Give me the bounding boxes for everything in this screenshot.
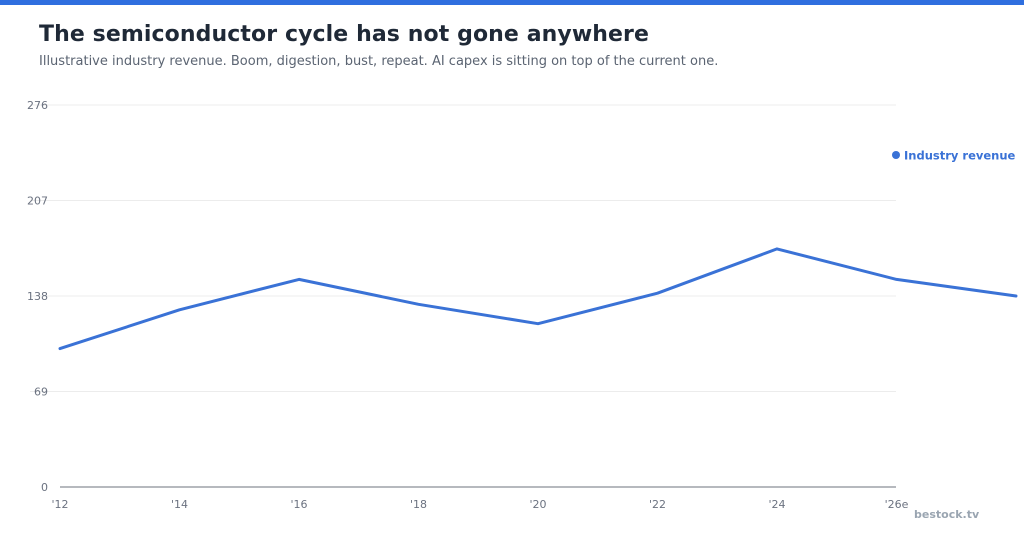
x-tick-label: '20	[529, 498, 546, 511]
legend-label: Industry revenue	[904, 149, 1016, 163]
data-point	[656, 292, 659, 295]
data-point	[417, 303, 420, 306]
data-point	[178, 308, 181, 311]
y-tick-label: 138	[27, 290, 48, 303]
x-tick-label: '16	[290, 498, 307, 511]
data-point	[537, 322, 540, 325]
data-point	[776, 247, 779, 250]
x-tick-label: '14	[171, 498, 188, 511]
legend-marker	[892, 151, 900, 159]
x-tick-label: '12	[51, 498, 68, 511]
data-point	[895, 278, 898, 281]
x-tick-label: '22	[649, 498, 666, 511]
x-tick-label: '24	[768, 498, 785, 511]
data-point	[298, 278, 301, 281]
y-tick-label: 207	[27, 195, 48, 208]
x-tick-label: '26e	[885, 498, 909, 511]
y-tick-label: 69	[34, 386, 48, 399]
watermark: bestock.tv	[914, 508, 980, 521]
x-tick-label: '18	[410, 498, 427, 511]
series-line	[58, 247, 1018, 351]
top-accent-bar	[0, 0, 1024, 5]
chart-subtitle: Illustrative industry revenue. Boom, dig…	[39, 54, 719, 69]
data-point	[1015, 295, 1018, 298]
y-tick-label: 276	[27, 99, 48, 112]
y-tick-label: 0	[41, 481, 48, 494]
chart-title: The semiconductor cycle has not gone any…	[39, 22, 650, 47]
data-point	[59, 347, 62, 350]
